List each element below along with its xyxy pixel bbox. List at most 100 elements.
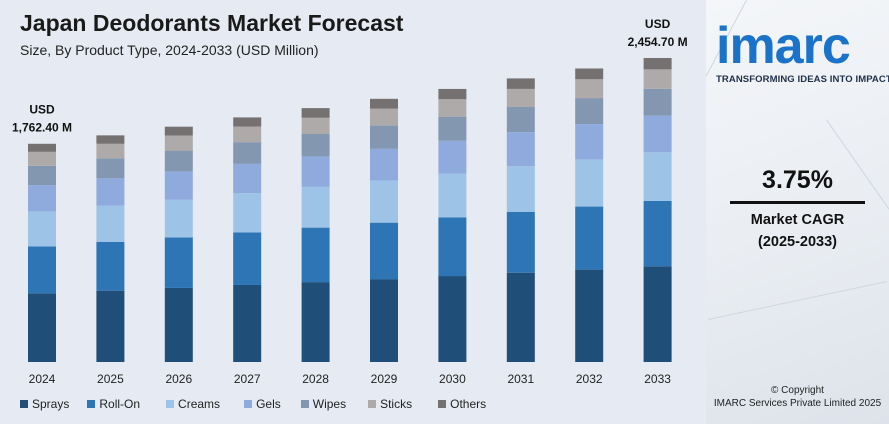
bar-segment-sticks-2027 xyxy=(233,126,262,143)
legend-label: Gels xyxy=(256,397,281,411)
bar-segment-roll-on-2031 xyxy=(506,211,535,273)
bar-segment-creams-2031 xyxy=(506,166,535,212)
bar-segment-sprays-2031 xyxy=(506,272,535,362)
bar-segment-roll-on-2028 xyxy=(301,227,330,283)
legend-label: Others xyxy=(450,397,487,411)
bar-segment-roll-on-2026 xyxy=(164,237,193,288)
bar-segment-sprays-2032 xyxy=(575,269,604,362)
bar-segment-roll-on-2024 xyxy=(28,246,56,294)
decorative-line xyxy=(826,119,889,383)
bar-segment-sticks-2033 xyxy=(643,69,672,89)
annotation-currency: USD xyxy=(645,17,671,31)
bar-segment-wipes-2025 xyxy=(96,158,125,179)
copyright-owner: IMARC Services Private Limited 2025 xyxy=(713,398,882,409)
x-tick-label: 2028 xyxy=(302,372,329,386)
bar-segment-wipes-2027 xyxy=(233,142,262,164)
bar-segment-sprays-2027 xyxy=(233,284,262,362)
chart-title: Japan Deodorants Market Forecast xyxy=(20,10,404,36)
chart-subtitle: Size, By Product Type, 2024-2033 (USD Mi… xyxy=(20,42,319,58)
bar-segment-creams-2025 xyxy=(96,205,125,242)
cagr-period: (2025-2033) xyxy=(758,234,837,250)
legend-swatch xyxy=(20,400,28,408)
bar-segment-sticks-2028 xyxy=(301,117,330,134)
bar-segment-gels-2031 xyxy=(506,132,535,167)
bar-segment-sticks-2031 xyxy=(506,88,535,108)
x-tick-label: 2030 xyxy=(439,372,466,386)
x-tick-label: 2026 xyxy=(165,372,192,386)
legend-item-creams: Creams xyxy=(166,397,220,411)
legend-item-gels: Gels xyxy=(244,397,281,411)
legend-label: Sprays xyxy=(32,397,70,411)
side-panel xyxy=(706,0,889,424)
logo-tagline: TRANSFORMING IDEAS INTO IMPACT xyxy=(716,74,889,85)
annotation-total: 2,454.70 M xyxy=(628,35,688,49)
legend-item-roll-on: Roll-On xyxy=(87,397,140,411)
legend-label: Creams xyxy=(178,397,221,411)
bar-segment-others-2031 xyxy=(506,78,535,89)
bar-segment-roll-on-2025 xyxy=(96,241,125,291)
bar-segment-sprays-2030 xyxy=(438,276,467,362)
chart-legend: Sprays Roll-On Creams Gels Wipes Sticks Others xyxy=(20,397,486,411)
bar-segment-sprays-2024 xyxy=(28,293,56,362)
legend-label: Wipes xyxy=(312,397,347,411)
bar-segment-wipes-2030 xyxy=(438,116,467,141)
bar-segment-wipes-2024 xyxy=(28,165,56,186)
bar-segment-creams-2027 xyxy=(233,193,262,233)
bar-segment-others-2025 xyxy=(96,135,125,144)
bar-segment-creams-2026 xyxy=(164,199,193,238)
x-tick-label: 2031 xyxy=(507,372,534,386)
imarc-logo: imarc TRANSFORMING IDEAS INTO IMPACT xyxy=(716,17,889,85)
copyright-line: © Copyright xyxy=(771,385,824,396)
logo-wordmark: imarc xyxy=(716,17,851,75)
legend-swatch xyxy=(244,400,253,408)
bar-segment-gels-2030 xyxy=(438,140,467,174)
bar-segment-creams-2033 xyxy=(643,152,672,201)
bar-segment-sticks-2029 xyxy=(370,108,398,126)
bar-segment-sprays-2026 xyxy=(164,287,193,362)
chart-panel: Japan Deodorants Market Forecast Size, B… xyxy=(0,0,706,424)
bar-segment-others-2029 xyxy=(370,98,398,109)
legend-item-wipes: Wipes xyxy=(300,397,347,411)
bar-segment-sticks-2024 xyxy=(28,151,56,166)
legend-swatch xyxy=(300,400,309,408)
x-tick-label: 2029 xyxy=(371,372,398,386)
bar-segment-gels-2032 xyxy=(575,124,604,160)
bar-segment-wipes-2026 xyxy=(164,150,193,172)
bar-segment-gels-2027 xyxy=(233,163,262,194)
bar-segment-sticks-2032 xyxy=(575,79,604,99)
bar-segment-wipes-2032 xyxy=(575,98,604,125)
legend-swatch xyxy=(166,400,175,408)
bar-segment-wipes-2031 xyxy=(506,107,535,133)
bar-segment-wipes-2028 xyxy=(301,133,330,157)
legend-swatch xyxy=(438,400,447,408)
decorative-line xyxy=(707,280,888,321)
bar-segment-sticks-2025 xyxy=(96,143,125,159)
x-tick-label: 2032 xyxy=(576,372,603,386)
cagr-divider xyxy=(730,201,865,204)
bar-segment-others-2024 xyxy=(28,143,56,152)
legend-item-sticks: Sticks xyxy=(368,397,412,411)
legend-label: Roll-On xyxy=(99,397,141,411)
annotation-total: 1,762.40 M xyxy=(12,121,72,135)
bar-segment-gels-2026 xyxy=(164,171,193,200)
bar-segment-gels-2028 xyxy=(301,156,330,187)
x-tick-label: 2033 xyxy=(644,372,671,386)
bar-segment-roll-on-2027 xyxy=(233,232,262,285)
bar-segment-roll-on-2033 xyxy=(643,201,672,267)
bar-segment-creams-2032 xyxy=(575,159,604,207)
bar-segment-sprays-2033 xyxy=(643,266,672,362)
bar-segment-gels-2029 xyxy=(370,148,398,181)
x-tick-label: 2024 xyxy=(29,372,56,386)
bar-segment-others-2027 xyxy=(233,117,262,127)
bar-segment-roll-on-2032 xyxy=(575,206,604,270)
legend-swatch xyxy=(87,400,96,408)
x-tick-label: 2025 xyxy=(97,372,124,386)
bar-segment-others-2026 xyxy=(164,126,193,136)
stacked-bar-chart: 2024 2025 2026 2027 2028 2029 2030 2031 2032 2033… xyxy=(12,17,688,386)
cagr-label: Market CAGR xyxy=(750,212,845,228)
bar-segment-gels-2025 xyxy=(96,178,125,206)
bar-segment-sticks-2026 xyxy=(164,135,193,151)
bar-segment-roll-on-2029 xyxy=(370,222,398,280)
legend-swatch xyxy=(368,400,377,408)
